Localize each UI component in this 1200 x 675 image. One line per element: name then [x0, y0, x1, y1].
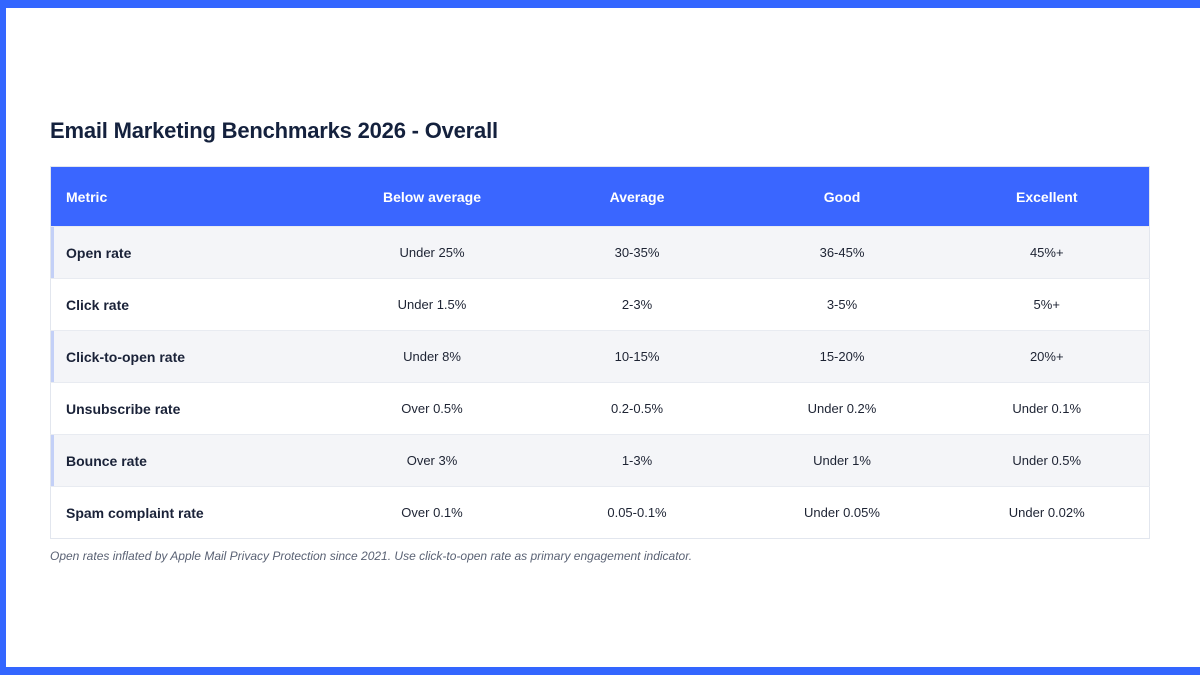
left-accent-bar: [0, 0, 6, 675]
cell-below-average: Under 8%: [329, 330, 535, 383]
cell-excellent: Under 0.5%: [944, 434, 1150, 487]
cell-good: 15-20%: [739, 330, 945, 383]
metric-name: Click-to-open rate: [50, 330, 330, 383]
table-header-row: Metric Below average Average Good Excell…: [50, 166, 1150, 227]
metric-name: Spam complaint rate: [50, 486, 330, 539]
cell-average: 10-15%: [534, 330, 740, 383]
column-header-good: Good: [739, 166, 945, 227]
benchmark-table: Metric Below average Average Good Excell…: [50, 166, 1150, 539]
cell-excellent: Under 0.02%: [944, 486, 1150, 539]
column-header-average: Average: [534, 166, 740, 227]
cell-excellent: Under 0.1%: [944, 382, 1150, 435]
cell-below-average: Under 25%: [329, 226, 535, 279]
footnote: Open rates inflated by Apple Mail Privac…: [50, 549, 693, 563]
cell-excellent: 5%+: [944, 278, 1150, 331]
table-row: Bounce rate Over 3% 1-3% Under 1% Under …: [50, 434, 1150, 487]
cell-below-average: Over 0.1%: [329, 486, 535, 539]
metric-name: Open rate: [50, 226, 330, 279]
cell-excellent: 45%+: [944, 226, 1150, 279]
table-row: Click-to-open rate Under 8% 10-15% 15-20…: [50, 330, 1150, 383]
metric-name: Bounce rate: [50, 434, 330, 487]
metric-name: Click rate: [50, 278, 330, 331]
cell-below-average: Under 1.5%: [329, 278, 535, 331]
column-header-excellent: Excellent: [944, 166, 1150, 227]
table-row: Open rate Under 25% 30-35% 36-45% 45%+: [50, 226, 1150, 279]
cell-good: Under 0.05%: [739, 486, 945, 539]
cell-good: 3-5%: [739, 278, 945, 331]
table-row: Click rate Under 1.5% 2-3% 3-5% 5%+: [50, 278, 1150, 331]
bottom-accent-bar: [0, 667, 1200, 675]
cell-excellent: 20%+: [944, 330, 1150, 383]
cell-below-average: Over 3%: [329, 434, 535, 487]
top-accent-bar: [0, 0, 1200, 8]
benchmark-panel: Email Marketing Benchmarks 2026 - Overal…: [50, 116, 1150, 563]
cell-below-average: Over 0.5%: [329, 382, 535, 435]
cell-average: 0.05-0.1%: [534, 486, 740, 539]
cell-good: Under 0.2%: [739, 382, 945, 435]
metric-name: Unsubscribe rate: [50, 382, 330, 435]
cell-good: 36-45%: [739, 226, 945, 279]
cell-average: 1-3%: [534, 434, 740, 487]
cell-average: 0.2-0.5%: [534, 382, 740, 435]
cell-average: 30-35%: [534, 226, 740, 279]
table-row: Unsubscribe rate Over 0.5% 0.2-0.5% Unde…: [50, 382, 1150, 435]
column-header-below-average: Below average: [329, 166, 535, 227]
page-title: Email Marketing Benchmarks 2026 - Overal…: [50, 118, 498, 143]
cell-average: 2-3%: [534, 278, 740, 331]
cell-good: Under 1%: [739, 434, 945, 487]
table-row: Spam complaint rate Over 0.1% 0.05-0.1% …: [50, 486, 1150, 539]
column-header-metric: Metric: [50, 166, 330, 227]
